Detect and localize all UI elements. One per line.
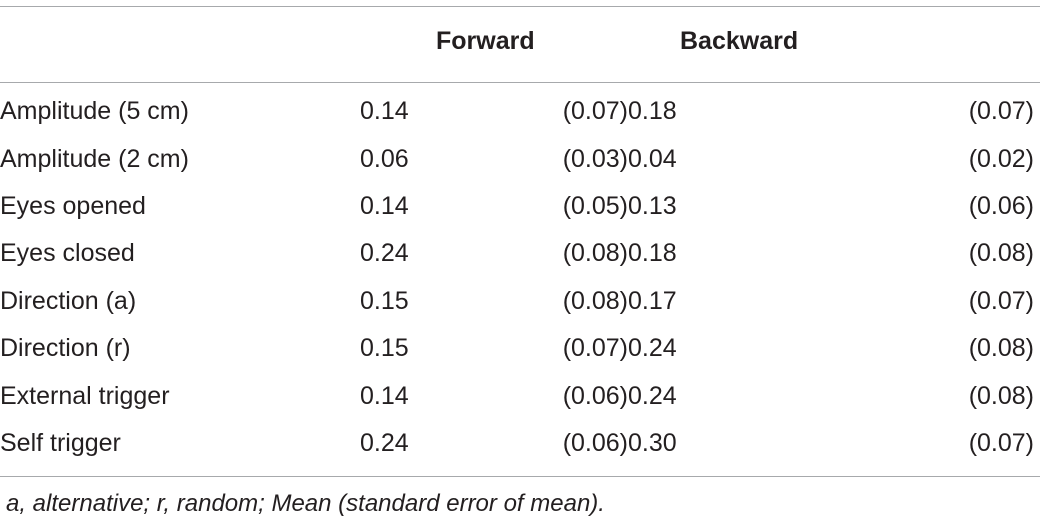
forward-mean: 0.06	[360, 144, 409, 173]
backward-se: (0.08)	[968, 239, 1034, 268]
table-row: Amplitude (2 cm) 0.06 (0.03) 0.04 (0.02)	[0, 135, 1040, 182]
backward-mean: 0.18	[628, 97, 677, 126]
forward-mean: 0.15	[360, 286, 409, 315]
forward-mean: 0.14	[360, 97, 409, 126]
forward-se: (0.06)	[562, 428, 628, 457]
backward-mean: 0.18	[628, 239, 677, 268]
header-rule	[0, 82, 1040, 83]
forward-mean: 0.24	[360, 428, 409, 457]
backward-mean: 0.24	[628, 334, 677, 363]
forward-mean: 0.14	[360, 191, 409, 220]
table-row: Self trigger 0.24 (0.06) 0.30 (0.07)	[0, 420, 1040, 467]
header-row-label	[0, 0, 360, 82]
forward-se: (0.07)	[562, 334, 628, 363]
backward-se: (0.07)	[968, 428, 1034, 457]
header-forward: Forward	[436, 26, 535, 55]
backward-se: (0.07)	[968, 286, 1034, 315]
backward-se: (0.08)	[968, 381, 1034, 410]
forward-se: (0.03)	[562, 144, 628, 173]
backward-mean: 0.13	[628, 191, 677, 220]
row-label: Eyes opened	[0, 191, 146, 220]
forward-mean: 0.24	[360, 239, 409, 268]
backward-se: (0.07)	[968, 97, 1034, 126]
row-label: Direction (r)	[0, 334, 131, 363]
table-row: Direction (r) 0.15 (0.07) 0.24 (0.08)	[0, 325, 1040, 372]
forward-se: (0.08)	[562, 286, 628, 315]
row-label: Direction (a)	[0, 286, 137, 315]
forward-se: (0.07)	[562, 97, 628, 126]
row-label: Self trigger	[0, 428, 121, 457]
top-rule	[0, 6, 1040, 7]
forward-se: (0.08)	[562, 239, 628, 268]
table-footnote: a, alternative; r, random; Mean (standar…	[6, 490, 605, 517]
header-backward: Backward	[680, 26, 799, 55]
backward-se: (0.06)	[968, 191, 1034, 220]
forward-se: (0.06)	[562, 381, 628, 410]
backward-mean: 0.17	[628, 286, 677, 315]
backward-se: (0.02)	[968, 144, 1034, 173]
table-row: Eyes closed 0.24 (0.08) 0.18 (0.08)	[0, 230, 1040, 277]
backward-mean: 0.04	[628, 144, 677, 173]
bottom-rule	[0, 476, 1040, 477]
backward-mean: 0.30	[628, 428, 677, 457]
backward-se: (0.08)	[968, 334, 1034, 363]
row-label: External trigger	[0, 381, 170, 410]
data-table: Forward Backward Amplitude (5 cm) 0.14 (0.…	[0, 0, 1040, 467]
table-row: Eyes opened 0.14 (0.05) 0.13 (0.06)	[0, 183, 1040, 230]
row-label: Amplitude (5 cm)	[0, 97, 189, 126]
forward-mean: 0.15	[360, 334, 409, 363]
table-row: External trigger 0.14 (0.06) 0.24 (0.08)	[0, 372, 1040, 419]
backward-mean: 0.24	[628, 381, 677, 410]
forward-se: (0.05)	[562, 191, 628, 220]
table-row: Amplitude (5 cm) 0.14 (0.07) 0.18 (0.07)	[0, 82, 1040, 135]
row-label: Amplitude (2 cm)	[0, 144, 189, 173]
table-row: Direction (a) 0.15 (0.08) 0.17 (0.07)	[0, 278, 1040, 325]
table-header-row: Forward Backward	[0, 0, 1040, 82]
forward-mean: 0.14	[360, 381, 409, 410]
row-label: Eyes closed	[0, 239, 135, 268]
